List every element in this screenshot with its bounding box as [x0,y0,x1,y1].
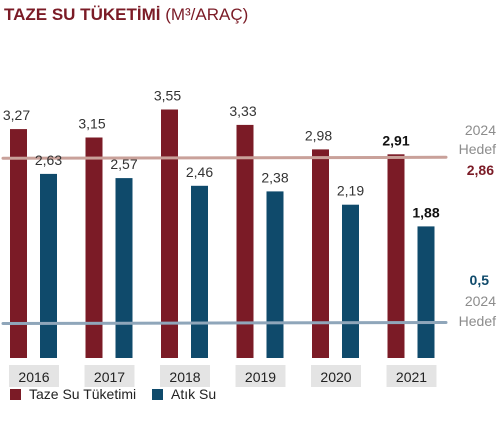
data-label: 2,57 [110,156,137,172]
bar-taze-su [236,124,254,359]
legend-swatch-taze [10,388,21,400]
bar-atik-su [115,178,133,358]
target-line-atik [1,321,448,325]
chart-title: TAZE SU TÜKETİMİ (M³/ARAÇ) [4,4,248,26]
chart-title-main: TAZE SU TÜKETİMİ [4,5,161,24]
legend-label-taze: Taze Su Tüketimi [29,386,137,402]
bar-atik-su [191,185,208,358]
bar-taze-su [161,109,178,358]
year-label-box [311,365,361,387]
bar-taze-su [387,154,405,358]
data-label: 3,15 [78,116,105,132]
legend-swatch-atik [152,388,163,400]
legend-label-atik: Atık Su [171,386,217,402]
bar-atik-su [266,191,284,358]
bar-taze-su [10,129,27,358]
legend-item-taze: Taze Su Tüketimi [10,385,136,403]
target-lines [1,155,448,325]
bar-atik-su [342,204,359,358]
bar-atik-su [40,173,57,358]
year-label-box [235,365,286,387]
x-tick-label: 2016 [18,369,49,385]
data-label: 2,91 [382,132,409,148]
bar-taze-su [85,137,103,358]
data-label: 2,63 [35,152,62,168]
x-tick-label: 2021 [396,369,427,385]
bar-atik-su [417,226,435,358]
year-label-box [84,365,135,387]
target-year-label: 2024 [465,293,496,309]
x-tick-label: 2017 [94,369,125,385]
data-label: 2,38 [261,169,288,185]
legend-item-atik: Atık Su [152,385,216,403]
data-label: 2,19 [337,183,364,199]
x-tick-label: 2018 [169,369,200,385]
chart-title-unit: (M³/ARAÇ) [165,5,249,24]
bar-taze-su [312,149,329,358]
year-label-box [9,365,59,387]
value-labels: 3,27 2,63 3,15 2,57 3,55 2,46 3,33 2,38 2,98 2,19… [3,88,440,221]
target-text-label: Hedef [459,313,496,329]
year-label-box [160,365,210,387]
year-labels: 2016 2017 2018 2019 2020 2021 [9,365,437,387]
data-label: 3,55 [154,88,181,104]
legend: Taze Su Tüketimi Atık Su [0,385,502,407]
target-value-label: 2,86 [467,162,494,178]
target-labels: 2024 Hedef 2,86 0,5 2024 Hedef [459,122,497,329]
data-label: 2,46 [186,164,213,180]
target-text-label: Hedef [459,141,496,157]
target-value-label: 0,5 [470,272,490,288]
data-label: 1,88 [412,204,439,220]
x-tick-label: 2019 [245,369,276,385]
data-label: 3,27 [3,107,30,123]
target-line-taze [1,155,448,160]
x-tick-label: 2020 [320,369,351,385]
bars [10,109,435,359]
target-year-label: 2024 [465,122,496,138]
data-label: 3,33 [229,103,256,119]
data-label: 2,98 [305,127,332,143]
year-label-box [386,365,437,387]
